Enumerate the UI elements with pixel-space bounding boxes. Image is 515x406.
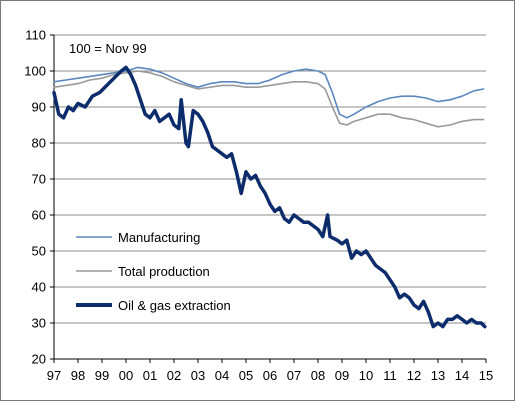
legend: Manufacturing Total production Oil & gas e… [76, 230, 231, 313]
series-line-oil-gas-extraction [52, 65, 487, 329]
y-tick-label-40: 40 [32, 280, 46, 295]
chart-annotation: 100 = Nov 99 [69, 41, 147, 56]
x-tick-label-97: 97 [47, 368, 61, 383]
x-tick-label-04: 04 [215, 368, 229, 383]
x-tick-label-08: 08 [311, 368, 325, 383]
legend-label-total-production: Total production [118, 264, 210, 279]
x-tick-label-03: 03 [191, 368, 205, 383]
y-tick-label-60: 60 [32, 208, 46, 223]
y-tick-label-100: 100 [24, 64, 46, 79]
legend-label-manufacturing: Manufacturing [118, 230, 200, 245]
x-tick-label-12: 12 [407, 368, 421, 383]
y-tick-label-80: 80 [32, 136, 46, 151]
x-tick-label-14: 14 [455, 368, 469, 383]
y-tick-label-20: 20 [32, 352, 46, 367]
legend-label-oil-gas-extraction: Oil & gas extraction [118, 298, 231, 313]
x-tick-label-01: 01 [143, 368, 157, 383]
x-tick-label-00: 00 [119, 368, 133, 383]
gridlines [54, 34, 486, 324]
y-tick-label-30: 30 [32, 316, 46, 331]
x-tick-label-05: 05 [239, 368, 253, 383]
x-tick-label-15: 15 [479, 368, 493, 383]
y-tick-label-110: 110 [25, 28, 46, 43]
series-lines [52, 65, 487, 329]
axes: 20 30 40 50 60 70 80 90 100 110 97 98 99 00 01 02 03 04 05… [24, 28, 493, 384]
x-tick-label-02: 02 [167, 368, 181, 383]
y-tick-label-90: 90 [32, 100, 46, 115]
x-tick-label-98: 98 [71, 368, 85, 383]
x-tick-label-11: 11 [383, 368, 397, 383]
y-tick-label-50: 50 [32, 244, 46, 259]
x-tick-label-13: 13 [431, 368, 445, 383]
x-tick-label-09: 09 [335, 368, 349, 383]
x-tick-label-06: 06 [263, 368, 277, 383]
x-tick-label-99: 99 [95, 368, 109, 383]
x-tick-label-10: 10 [359, 368, 373, 383]
y-tick-label-70: 70 [32, 172, 46, 187]
series-line-manufacturing [53, 66, 485, 119]
x-tick-label-07: 07 [287, 368, 301, 383]
